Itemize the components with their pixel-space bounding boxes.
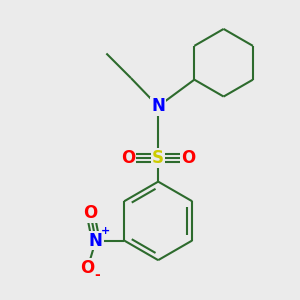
Text: N: N <box>89 232 103 250</box>
Text: N: N <box>151 98 165 116</box>
Text: O: O <box>181 149 195 167</box>
Text: -: - <box>94 268 100 282</box>
Text: O: O <box>121 149 135 167</box>
Text: S: S <box>152 149 164 167</box>
Text: O: O <box>80 259 95 277</box>
Text: O: O <box>83 204 98 222</box>
Text: +: + <box>100 226 110 236</box>
